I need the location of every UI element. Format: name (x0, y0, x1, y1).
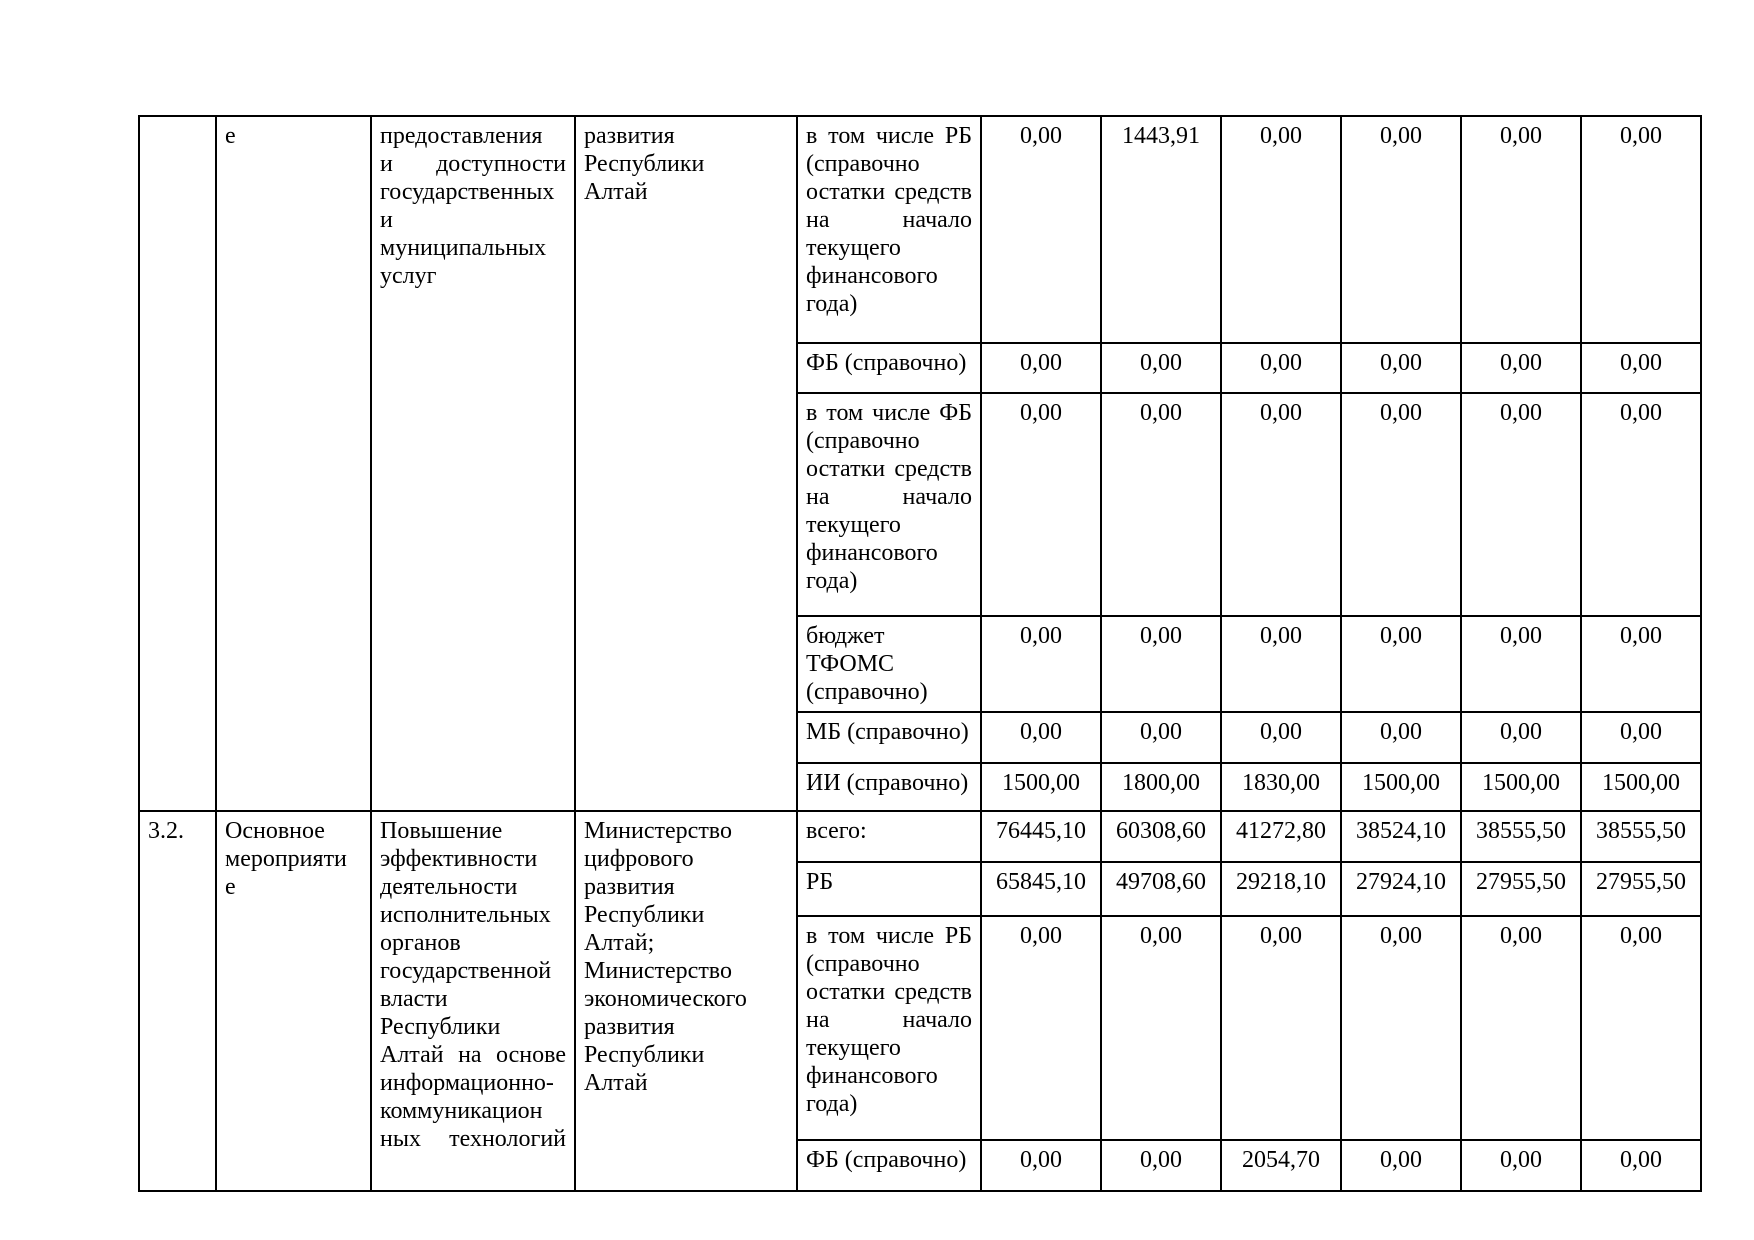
row-label: ФБ (справочно) (796, 342, 982, 394)
row-label: в том числе РБ (справочно остатки средст… (796, 115, 982, 344)
value-cell: 0,00 (980, 342, 1102, 394)
value-cell: 0,00 (980, 115, 1102, 344)
cell-measure-description: Повышение эффективности деятельности исп… (370, 810, 576, 1192)
value-cell: 41272,80 (1220, 810, 1342, 863)
value-cell: 1500,00 (1340, 762, 1462, 812)
value-cell: 0,00 (1580, 615, 1702, 713)
cell-measure-description: предоставления и доступности государстве… (370, 115, 576, 812)
document-page: е предоставления и доступности государст… (138, 115, 1702, 1192)
value-cell: 0,00 (1580, 1139, 1702, 1192)
value-cell: 0,00 (1460, 115, 1582, 344)
cell-item-number: 3.2. (138, 810, 217, 1192)
value-cell: 0,00 (1100, 915, 1222, 1141)
row-label: в том числе РБ (справочно остатки средст… (796, 915, 982, 1141)
value-cell: 0,00 (1220, 392, 1342, 617)
value-cell: 0,00 (1220, 711, 1342, 764)
value-cell: 27955,50 (1580, 861, 1702, 917)
value-cell: 1443,91 (1100, 115, 1222, 344)
value-cell: 0,00 (980, 615, 1102, 713)
row-label: в том числе ФБ (справочно остатки средст… (796, 392, 982, 617)
value-cell: 0,00 (1220, 615, 1342, 713)
value-cell: 0,00 (1340, 342, 1462, 394)
value-cell: 0,00 (980, 392, 1102, 617)
value-cell: 0,00 (1580, 711, 1702, 764)
value-cell: 0,00 (1220, 342, 1342, 394)
value-cell: 0,00 (980, 915, 1102, 1141)
cell-executor: развития Республики Алтай (574, 115, 798, 812)
value-cell: 0,00 (1340, 115, 1462, 344)
program-finance-table: е предоставления и доступности государст… (138, 115, 1702, 1192)
value-cell: 0,00 (1220, 915, 1342, 1141)
value-cell: 1500,00 (1460, 762, 1582, 812)
value-cell: 65845,10 (980, 861, 1102, 917)
row-label: бюджет ТФОМС (справочно) (796, 615, 982, 713)
value-cell: 0,00 (980, 1139, 1102, 1192)
value-cell: 0,00 (1460, 615, 1582, 713)
row-label: МБ (справочно) (796, 711, 982, 764)
value-cell: 38555,50 (1460, 810, 1582, 863)
value-cell: 1500,00 (980, 762, 1102, 812)
value-cell: 0,00 (1340, 615, 1462, 713)
cell-measure-name: Основное мероприяти е (215, 810, 372, 1192)
value-cell: 1800,00 (1100, 762, 1222, 812)
value-cell: 1500,00 (1580, 762, 1702, 812)
value-cell: 2054,70 (1220, 1139, 1342, 1192)
value-cell: 38555,50 (1580, 810, 1702, 863)
value-cell: 0,00 (1340, 392, 1462, 617)
value-cell: 76445,10 (980, 810, 1102, 863)
value-cell: 0,00 (1580, 915, 1702, 1141)
row-label: ИИ (справочно) (796, 762, 982, 812)
value-cell: 0,00 (1460, 342, 1582, 394)
value-cell: 0,00 (1100, 342, 1222, 394)
value-cell: 0,00 (1580, 115, 1702, 344)
value-cell: 60308,60 (1100, 810, 1222, 863)
value-cell: 49708,60 (1100, 861, 1222, 917)
value-cell: 0,00 (1100, 711, 1222, 764)
value-cell: 0,00 (1460, 915, 1582, 1141)
cell-executor: Министерство цифрового развития Республи… (574, 810, 798, 1192)
value-cell: 0,00 (1100, 1139, 1222, 1192)
row-label: ФБ (справочно) (796, 1139, 982, 1192)
value-cell: 0,00 (1460, 711, 1582, 764)
cell-item-number (138, 115, 217, 812)
value-cell: 0,00 (980, 711, 1102, 764)
value-cell: 29218,10 (1220, 861, 1342, 917)
value-cell: 1830,00 (1220, 762, 1342, 812)
value-cell: 0,00 (1580, 392, 1702, 617)
cell-measure-name: е (215, 115, 372, 812)
value-cell: 38524,10 (1340, 810, 1462, 863)
value-cell: 27924,10 (1340, 861, 1462, 917)
value-cell: 0,00 (1460, 392, 1582, 617)
value-cell: 0,00 (1100, 392, 1222, 617)
value-cell: 0,00 (1340, 1139, 1462, 1192)
row-label: РБ (796, 861, 982, 917)
value-cell: 27955,50 (1460, 861, 1582, 917)
value-cell: 0,00 (1220, 115, 1342, 344)
value-cell: 0,00 (1100, 615, 1222, 713)
value-cell: 0,00 (1460, 1139, 1582, 1192)
value-cell: 0,00 (1580, 342, 1702, 394)
value-cell: 0,00 (1340, 711, 1462, 764)
value-cell: 0,00 (1340, 915, 1462, 1141)
row-label: всего: (796, 810, 982, 863)
